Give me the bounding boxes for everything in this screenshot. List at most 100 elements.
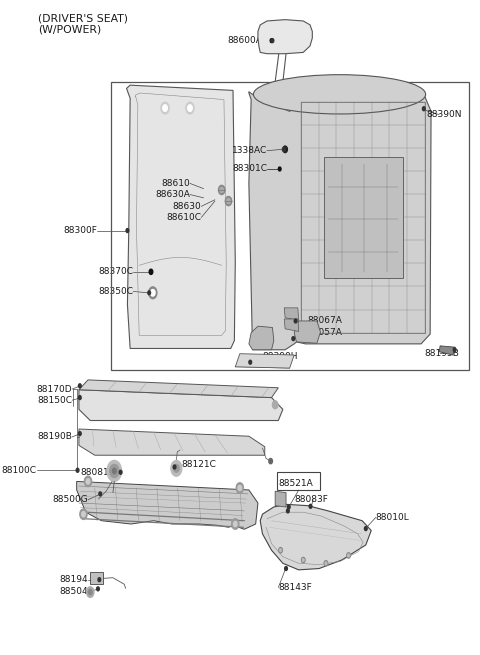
Circle shape: [233, 521, 237, 527]
Polygon shape: [260, 504, 371, 570]
Circle shape: [280, 549, 281, 552]
Circle shape: [78, 384, 81, 388]
Circle shape: [88, 590, 92, 595]
Bar: [301, 102, 425, 333]
Text: 88301C: 88301C: [232, 164, 267, 174]
Circle shape: [149, 269, 153, 274]
Circle shape: [309, 504, 312, 508]
Text: 88610C: 88610C: [166, 213, 201, 222]
Circle shape: [269, 458, 273, 464]
Text: 88300F: 88300F: [63, 226, 97, 235]
Polygon shape: [284, 319, 299, 331]
Circle shape: [149, 287, 157, 299]
Text: 88370C: 88370C: [98, 267, 133, 276]
Circle shape: [126, 229, 129, 233]
Circle shape: [188, 105, 192, 111]
Text: 88390H: 88390H: [263, 352, 298, 362]
Polygon shape: [249, 92, 431, 350]
Text: 88521A: 88521A: [278, 479, 313, 488]
Polygon shape: [258, 20, 312, 54]
Circle shape: [364, 527, 367, 531]
Polygon shape: [439, 346, 455, 355]
Circle shape: [107, 460, 121, 481]
Circle shape: [86, 587, 94, 597]
Text: (W/POWER): (W/POWER): [38, 24, 101, 34]
Circle shape: [292, 337, 295, 341]
Circle shape: [348, 554, 349, 557]
Circle shape: [161, 102, 169, 114]
Circle shape: [218, 185, 225, 195]
Text: 88194: 88194: [60, 575, 88, 584]
Text: 88504: 88504: [60, 587, 88, 596]
Circle shape: [151, 290, 155, 296]
Circle shape: [278, 167, 281, 171]
Text: 88057A: 88057A: [308, 328, 343, 337]
Polygon shape: [294, 321, 321, 343]
Circle shape: [422, 107, 425, 111]
Text: 88143F: 88143F: [278, 583, 312, 592]
Circle shape: [186, 102, 194, 114]
Circle shape: [302, 559, 304, 561]
Ellipse shape: [253, 75, 426, 114]
Text: (DRIVER'S SEAT): (DRIVER'S SEAT): [38, 13, 128, 23]
Circle shape: [232, 519, 239, 529]
Text: 88350C: 88350C: [98, 287, 133, 296]
Text: 88630A: 88630A: [155, 190, 190, 199]
Circle shape: [96, 587, 99, 591]
Circle shape: [163, 105, 168, 111]
Circle shape: [84, 476, 92, 487]
Circle shape: [273, 401, 278, 409]
Circle shape: [173, 465, 176, 469]
Polygon shape: [79, 380, 278, 398]
Circle shape: [227, 198, 230, 204]
Circle shape: [347, 553, 350, 558]
Circle shape: [285, 567, 288, 571]
Text: 88083F: 88083F: [294, 495, 328, 504]
Circle shape: [249, 360, 252, 364]
Circle shape: [225, 196, 232, 206]
Circle shape: [270, 39, 273, 43]
Text: 88081A: 88081A: [80, 468, 115, 477]
Circle shape: [171, 460, 182, 476]
Text: 88610: 88610: [161, 179, 190, 188]
Circle shape: [99, 492, 102, 496]
Circle shape: [325, 562, 327, 565]
Text: 88010L: 88010L: [376, 513, 409, 522]
Circle shape: [294, 319, 297, 323]
Circle shape: [119, 470, 122, 474]
Circle shape: [324, 561, 328, 566]
Circle shape: [86, 479, 90, 484]
Polygon shape: [79, 390, 283, 421]
Circle shape: [282, 147, 285, 151]
Circle shape: [78, 396, 81, 400]
Text: 88150C: 88150C: [37, 396, 72, 405]
Text: 88500G: 88500G: [52, 495, 88, 504]
Circle shape: [220, 187, 224, 193]
Circle shape: [98, 578, 101, 582]
Circle shape: [112, 468, 116, 474]
Text: 88100C: 88100C: [2, 466, 37, 475]
Circle shape: [453, 348, 456, 352]
Circle shape: [80, 509, 87, 519]
Circle shape: [271, 39, 274, 43]
Circle shape: [148, 291, 151, 295]
Polygon shape: [284, 308, 299, 320]
Circle shape: [82, 512, 85, 517]
Text: 88170D: 88170D: [36, 384, 72, 394]
Text: 88067A: 88067A: [308, 316, 343, 326]
Bar: [90, 572, 103, 584]
Circle shape: [238, 485, 241, 491]
Polygon shape: [249, 326, 274, 350]
Circle shape: [279, 548, 282, 553]
Circle shape: [174, 464, 179, 472]
Text: 1338AC: 1338AC: [232, 146, 267, 155]
Circle shape: [110, 464, 119, 477]
Polygon shape: [275, 491, 286, 507]
Polygon shape: [127, 85, 235, 348]
Circle shape: [283, 146, 288, 153]
Text: 88143F: 88143F: [278, 506, 312, 515]
Bar: [277, 472, 320, 490]
Circle shape: [287, 509, 289, 513]
Circle shape: [301, 557, 305, 563]
Circle shape: [288, 505, 290, 509]
